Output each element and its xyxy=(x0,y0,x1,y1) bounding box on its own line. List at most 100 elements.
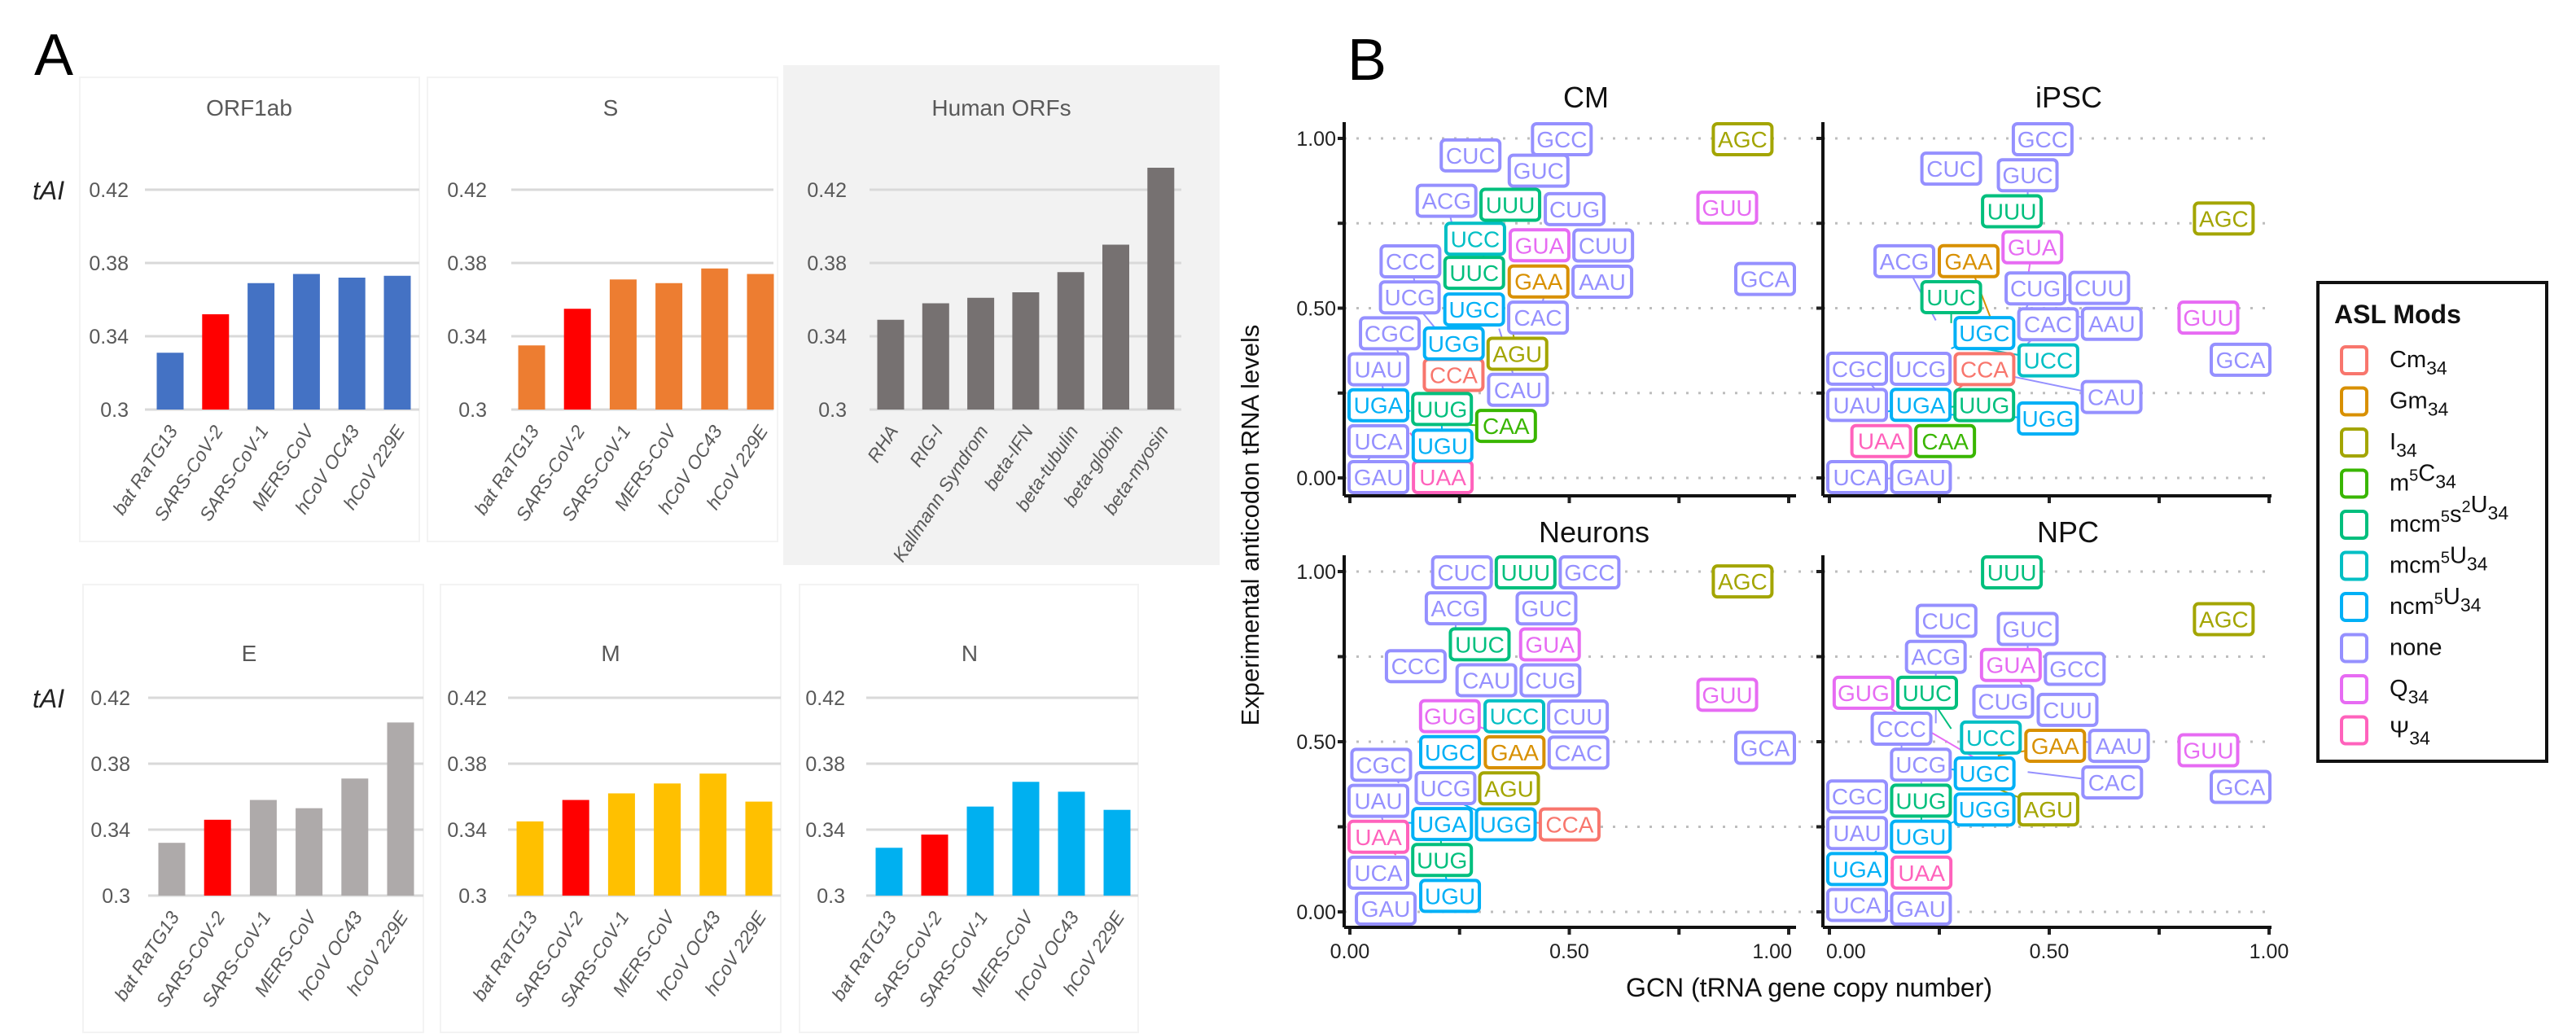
codon-label: CAC xyxy=(1547,735,1610,770)
codon-label: CAC xyxy=(2017,307,2079,342)
codon-label-text: GUA xyxy=(1525,632,1575,657)
codon-label: CUC xyxy=(1430,555,1493,589)
y-tick-label: 0.00 xyxy=(1296,467,1336,490)
codon-label-box xyxy=(1711,122,1774,156)
codon-label-box xyxy=(1547,699,1610,734)
codon-label-text: GCC xyxy=(2017,127,2068,152)
codon-label-text: UAU xyxy=(1355,357,1403,383)
codon-label-text: GUG xyxy=(1838,681,1890,706)
codon-label-text: CAC xyxy=(2024,312,2072,337)
legend-label-part: C xyxy=(2418,461,2435,487)
codon-label-text: GAU xyxy=(1361,896,1411,922)
chart-title: N xyxy=(962,641,978,666)
codon-label: GAU xyxy=(1890,460,1952,494)
codon-label: CCC xyxy=(1379,244,1442,279)
y-tick-label: 0.34 xyxy=(447,326,487,348)
codon-label-box xyxy=(1972,684,2035,719)
codon-label: UGC xyxy=(1419,734,1482,769)
bar xyxy=(563,309,591,410)
codon-label-box xyxy=(1507,264,1570,299)
bar xyxy=(156,353,184,410)
y-tick-label: 0.42 xyxy=(805,687,845,710)
legend-swatch xyxy=(2340,510,2368,540)
codon-label-box xyxy=(1914,423,1977,458)
codon-label: CUG xyxy=(1972,684,2035,719)
codon-label-text: UAA xyxy=(1355,825,1402,850)
codon-label: CAA xyxy=(1474,409,1537,444)
panel-label-b: B xyxy=(1347,28,1387,93)
facet-neurons: Neurons 0.00 0.50 1.00 0.00 0.50 1.00 GCC CUC GUC… xyxy=(1296,515,1796,963)
legend-label: ncm5U34 xyxy=(2390,584,2482,620)
facet-title: iPSC xyxy=(2035,81,2102,114)
codon-label-box xyxy=(1890,460,1952,494)
codon-label: UAU xyxy=(1347,783,1409,818)
codon-label-text: GCA xyxy=(1741,267,1790,292)
codon-label-text: UGC xyxy=(1425,740,1475,765)
codon-label-text: CAU xyxy=(1494,378,1542,403)
codon-label-text: AGU xyxy=(2024,797,2074,822)
codon-label: GCC xyxy=(2011,122,2074,156)
legend-entry: mcm5s2U34 xyxy=(2340,492,2508,540)
codon-label-box xyxy=(2036,692,2099,727)
codon-label-box xyxy=(1347,855,1409,890)
codon-label: UGC xyxy=(1953,756,2016,791)
codon-label-text: UCA xyxy=(1833,465,1881,490)
codon-label-text: UCG xyxy=(1895,357,1946,382)
bar xyxy=(699,773,727,896)
codon-label-text: GUC xyxy=(1521,596,1571,621)
codon-label-text: GAU xyxy=(1896,896,1946,922)
facet-title: Neurons xyxy=(1539,515,1649,549)
codon-label-text: UGA xyxy=(1833,857,1882,882)
codon-label-box xyxy=(1515,591,1578,626)
codon-label-box xyxy=(1890,892,1952,926)
legend-asl-mods: ASL ModsCm34Gm34I34m5C34mcm5s2U34mcm5U34… xyxy=(2316,281,2548,763)
codon-label-text: ACG xyxy=(1431,596,1481,621)
legend-label: Q34 xyxy=(2390,676,2429,708)
codon-label-box xyxy=(1896,675,1959,710)
y-tick-label: 0.00 xyxy=(1296,901,1336,924)
codon-label-text: UAU xyxy=(1354,789,1402,814)
codon-label-text: UUU xyxy=(1486,192,1536,217)
codon-label-text: UUC xyxy=(1926,285,1976,310)
codon-label: GUA xyxy=(2001,230,2064,265)
bar xyxy=(701,268,729,410)
codon-label-text: GAU xyxy=(1354,465,1404,490)
bar xyxy=(654,783,681,896)
codon-label: UCA xyxy=(1826,460,1888,494)
codon-label: CUU xyxy=(2068,270,2131,305)
bar xyxy=(249,800,277,896)
codon-label-box xyxy=(2044,651,2106,686)
codon-label-box xyxy=(1422,326,1485,361)
codon-label: UCG xyxy=(1890,747,1952,782)
bar xyxy=(518,345,545,410)
bar xyxy=(607,793,635,896)
legend-label-part: Q xyxy=(2390,676,2408,702)
codon-label-text: GUU xyxy=(1702,682,1752,708)
codon-label: CUG xyxy=(1544,191,1606,226)
codon-label-text: CUC xyxy=(1437,560,1487,585)
codon-label: GUU xyxy=(1696,677,1759,712)
chart-title: M xyxy=(601,641,620,666)
panel-b-scatter-facets: CM0.000.501.00CUCGCCGUCCUGACGCUUAAUCACCC… xyxy=(1236,81,2289,1002)
codon-label: UGG xyxy=(1953,792,2016,827)
codon-label-text: UGG xyxy=(2022,406,2074,432)
legend-label-part: none xyxy=(2390,635,2442,661)
codon-label-box xyxy=(1734,261,1796,296)
codon-label-box xyxy=(1572,228,1635,263)
codon-label-text: UGG xyxy=(1959,797,2011,822)
legend-label-part: Ψ xyxy=(2390,717,2409,743)
codon-label-text: UCG xyxy=(1895,752,1946,778)
codon-label-text: UAU xyxy=(1833,821,1881,846)
legend-label-part: s xyxy=(2450,502,2462,528)
codon-label-box xyxy=(1915,603,1978,638)
codon-label: AAU xyxy=(1571,265,1634,300)
codon-label-text: ACG xyxy=(1911,645,1960,670)
codon-label-text: UAA xyxy=(1858,429,1905,454)
legend-swatch xyxy=(2340,427,2368,458)
codon-label-box xyxy=(1347,388,1409,423)
codon-label-box xyxy=(1953,792,2016,827)
codon-label-box xyxy=(1479,187,1542,222)
codon-label: UGC xyxy=(1953,316,2016,351)
